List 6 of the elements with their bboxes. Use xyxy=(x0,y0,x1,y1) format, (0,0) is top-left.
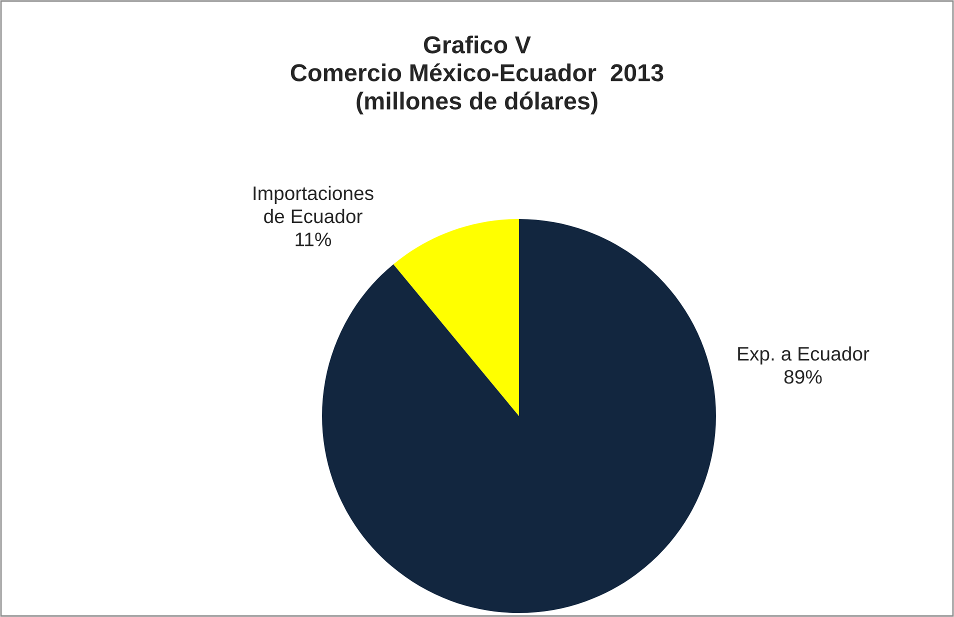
data-label: 11% xyxy=(296,232,332,246)
slice-label: Exp. a Ecuador xyxy=(738,346,870,365)
chart-title: Grafico V Comercio México-Ecuador 2013 (millones de dólares) xyxy=(290,36,664,114)
slice-label: Importaciones de Ecuador xyxy=(254,186,374,224)
data-label: 89% xyxy=(784,370,822,384)
pie-slice xyxy=(393,219,519,416)
